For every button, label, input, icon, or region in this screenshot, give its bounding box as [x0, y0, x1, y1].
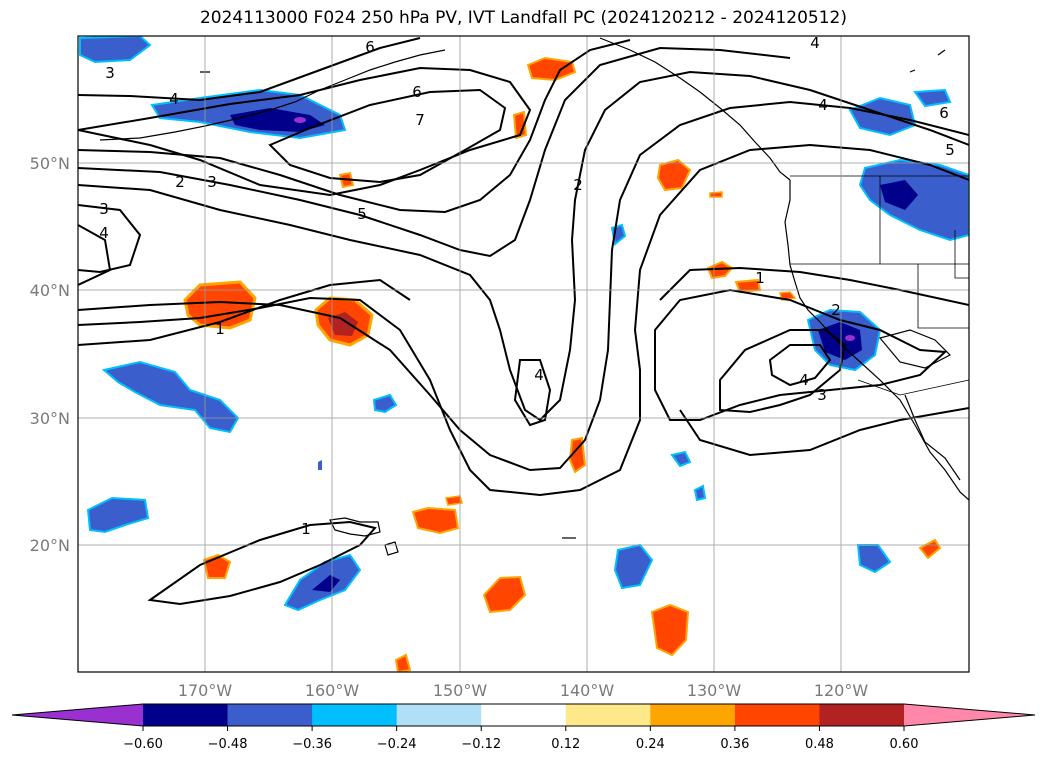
- gridlines: [78, 36, 969, 672]
- contour-label: 6: [412, 83, 422, 101]
- colorbar-tick-label: −0.12: [461, 737, 501, 752]
- lon-label: 140°W: [560, 681, 615, 700]
- contour-label: 3: [207, 173, 217, 191]
- contour-label: 4: [99, 224, 109, 242]
- colorbar-bin: [819, 704, 905, 726]
- colorbar-tick-label: −0.36: [292, 737, 332, 752]
- lon-label: 170°W: [178, 681, 233, 700]
- colorbar-bin: [650, 704, 736, 726]
- lat-label: 40°N: [30, 281, 70, 300]
- contour-label: 3: [105, 64, 115, 82]
- lat-label: 20°N: [30, 536, 70, 555]
- colorbar: −0.60 −0.48 −0.36 −0.24 −0.12 0.12 0.24 0.36 0.4…: [11, 703, 1036, 752]
- colorbar-bin: [565, 704, 651, 726]
- lon-label: 160°W: [305, 681, 360, 700]
- lat-label: 50°N: [30, 154, 70, 173]
- contour-label: 6: [939, 104, 949, 122]
- contour-label: 1: [215, 320, 225, 338]
- colorbar-tick-label: −0.60: [123, 737, 163, 752]
- political-borders: [790, 175, 969, 396]
- lon-label: 130°W: [687, 681, 742, 700]
- contour-label: 4: [169, 90, 179, 108]
- contour-label: 5: [945, 141, 955, 159]
- contour-label: 1: [301, 520, 311, 538]
- contour-label: 5: [357, 205, 367, 223]
- contour-label: 3: [99, 200, 109, 218]
- map-panel: 3 6 4 4 7 6 4 6 5 2 3 5 3 4 2 1 1 2 4 3 …: [78, 34, 969, 672]
- contour-label: 1: [755, 269, 765, 287]
- contour-label: 2: [175, 173, 185, 191]
- contour-label: 3: [817, 386, 827, 404]
- lon-label: 150°W: [433, 681, 488, 700]
- colorbar-bin: [312, 704, 398, 726]
- longitude-labels: 170°W 160°W 150°W 140°W 130°W 120°W: [178, 681, 869, 700]
- colorbar-bin: [734, 704, 820, 726]
- colorbar-tick-label: 0.48: [805, 737, 834, 752]
- colorbar-tick-label: −0.24: [377, 737, 417, 752]
- contour-label: 4: [810, 34, 820, 52]
- contour-label: 4: [534, 366, 544, 384]
- colorbar-extend-low: [12, 704, 143, 726]
- contour-label: 2: [573, 176, 583, 194]
- colorbar-extend-high: [904, 704, 1035, 726]
- latitude-labels: 50°N 40°N 30°N 20°N: [30, 154, 70, 555]
- map-frame: [77, 35, 970, 673]
- contour-label: 7: [415, 111, 425, 129]
- chart-title: 2024113000 F024 250 hPa PV, IVT Landfall…: [199, 8, 847, 28]
- colorbar-tick-label: 0.36: [720, 737, 749, 752]
- lon-label: 120°W: [814, 681, 869, 700]
- colorbar-tick-label: 0.60: [890, 737, 919, 752]
- colorbar-bin: [227, 704, 313, 726]
- contour-label: 4: [818, 96, 828, 114]
- colorbar-bin: [481, 704, 567, 726]
- contour-label: 6: [365, 38, 375, 56]
- lat-label: 30°N: [30, 409, 70, 428]
- contour-label-group: 3 6 4 4 7 6 4 6 5 2 3 5 3 4 2 1 1 2 4 3 …: [99, 34, 955, 538]
- colorbar-tick-label: 0.12: [551, 737, 580, 752]
- colorbar-tick-label: 0.24: [636, 737, 665, 752]
- contour-label: 4: [799, 371, 809, 389]
- contour-label: 2: [831, 301, 841, 319]
- colorbar-bin: [396, 704, 482, 726]
- colorbar-tick-label: −0.48: [208, 737, 248, 752]
- colorbar-bin: [143, 704, 229, 726]
